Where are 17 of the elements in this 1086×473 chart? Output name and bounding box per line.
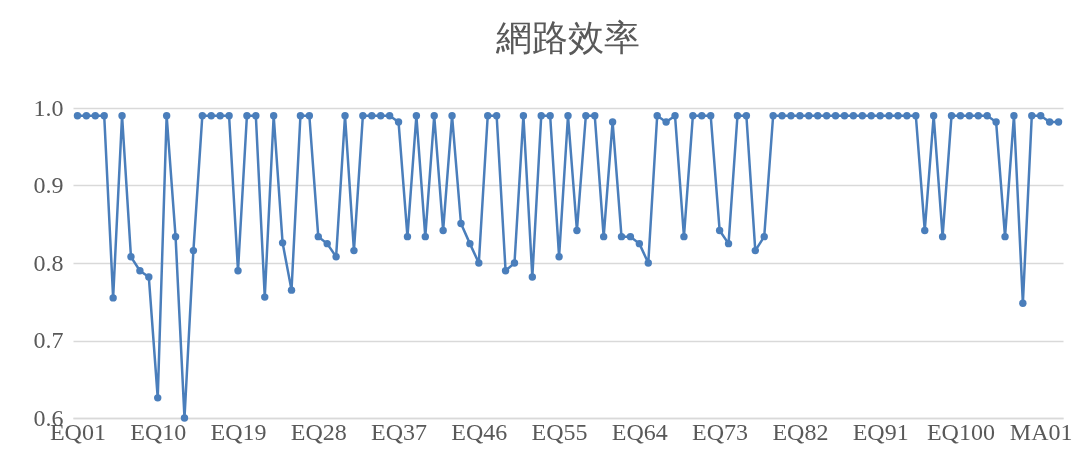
y-tick-label: 0.7: [33, 327, 64, 353]
x-tick-label: EQ91: [852, 418, 909, 445]
x-tick-label: EQ28: [290, 418, 347, 445]
y-tick-label: 0.9: [33, 172, 64, 198]
y-tick-label: 1.0: [33, 94, 64, 121]
y-tick-label: 0.8: [33, 249, 64, 276]
x-tick-label: EQ19: [210, 418, 267, 445]
x-tick-label: MA01: [1009, 418, 1073, 445]
chart-title: 網路效率: [495, 18, 640, 58]
x-tick-label: EQ82: [772, 418, 829, 445]
x-tick-label: EQ46: [451, 418, 508, 445]
x-tick-label: EQ64: [611, 418, 668, 445]
x-tick-label: EQ100: [926, 418, 995, 445]
x-tick-label: EQ10: [130, 418, 187, 445]
x-tick-label: EQ73: [692, 418, 749, 445]
x-tick-label: EQ55: [531, 418, 588, 445]
x-tick-label: EQ37: [371, 418, 428, 445]
